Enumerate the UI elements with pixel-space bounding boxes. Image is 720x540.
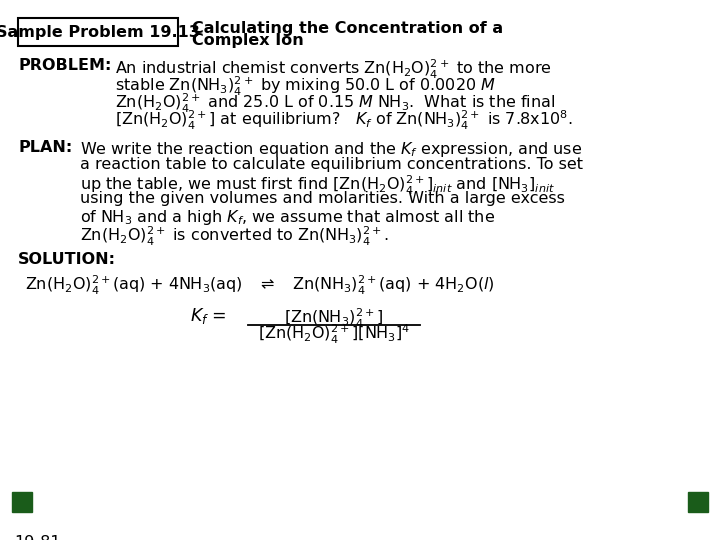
Text: We write the reaction equation and the $K_f$ expression, and use: We write the reaction equation and the $…	[80, 140, 582, 159]
Text: up the table, we must first find [Zn(H$_2$O)$_4^{2+}$]$_{init}$ and [NH$_3$]$_{i: up the table, we must first find [Zn(H$_…	[80, 174, 555, 197]
Text: Sample Problem 19.13: Sample Problem 19.13	[0, 24, 200, 39]
Text: stable Zn(NH$_3$)$_4^{2+}$ by mixing 50.0 L of 0.0020 $M$: stable Zn(NH$_3$)$_4^{2+}$ by mixing 50.…	[115, 75, 496, 98]
Text: 19-81: 19-81	[14, 535, 60, 540]
Text: of NH$_3$ and a high $K_f$, we assume that almost all the: of NH$_3$ and a high $K_f$, we assume th…	[80, 208, 495, 227]
Text: An industrial chemist converts Zn(H$_2$O)$_4^{2+}$ to the more: An industrial chemist converts Zn(H$_2$O…	[115, 58, 552, 81]
Text: Zn(H$_2$O)$_4^{2+}$(aq) + 4NH$_3$(aq)   $\rightleftharpoons$   Zn(NH$_3$)$_4^{2+: Zn(H$_2$O)$_4^{2+}$(aq) + 4NH$_3$(aq) $\…	[25, 274, 495, 297]
Text: Calculating the Concentration of a: Calculating the Concentration of a	[192, 21, 503, 36]
Text: Zn(H$_2$O)$_4^{2+}$ and 25.0 L of 0.15 $M$ NH$_3$.  What is the final: Zn(H$_2$O)$_4^{2+}$ and 25.0 L of 0.15 $…	[115, 92, 555, 115]
Text: [Zn(NH$_3$)$_4^{2+}$]: [Zn(NH$_3$)$_4^{2+}$]	[284, 307, 384, 330]
Bar	[12, 492, 32, 512]
Text: PLAN:: PLAN:	[18, 140, 72, 155]
Text: using the given volumes and molarities. With a large excess: using the given volumes and molarities. …	[80, 191, 565, 206]
Text: a reaction table to calculate equilibrium concentrations. To set: a reaction table to calculate equilibriu…	[80, 157, 583, 172]
Text: [Zn(H$_2$O)$_4^{2+}$] at equilibrium?   $K_f$ of Zn(NH$_3$)$_4^{2+}$ is 7.8x10$^: [Zn(H$_2$O)$_4^{2+}$] at equilibrium? $K…	[115, 109, 573, 132]
Bar	[688, 492, 708, 512]
Text: SOLUTION:: SOLUTION:	[18, 252, 116, 267]
Text: [Zn(H$_2$O)$_4^{2+}$][NH$_3$]$^4$: [Zn(H$_2$O)$_4^{2+}$][NH$_3$]$^4$	[258, 323, 410, 346]
Text: $K_f$ =: $K_f$ =	[190, 306, 227, 326]
Text: Zn(H$_2$O)$_4^{2+}$ is converted to Zn(NH$_3$)$_4^{2+}$.: Zn(H$_2$O)$_4^{2+}$ is converted to Zn(N…	[80, 225, 389, 248]
Text: Complex Ion: Complex Ion	[192, 32, 304, 48]
Text: PROBLEM:: PROBLEM:	[18, 58, 112, 73]
Bar	[18, 18, 178, 46]
